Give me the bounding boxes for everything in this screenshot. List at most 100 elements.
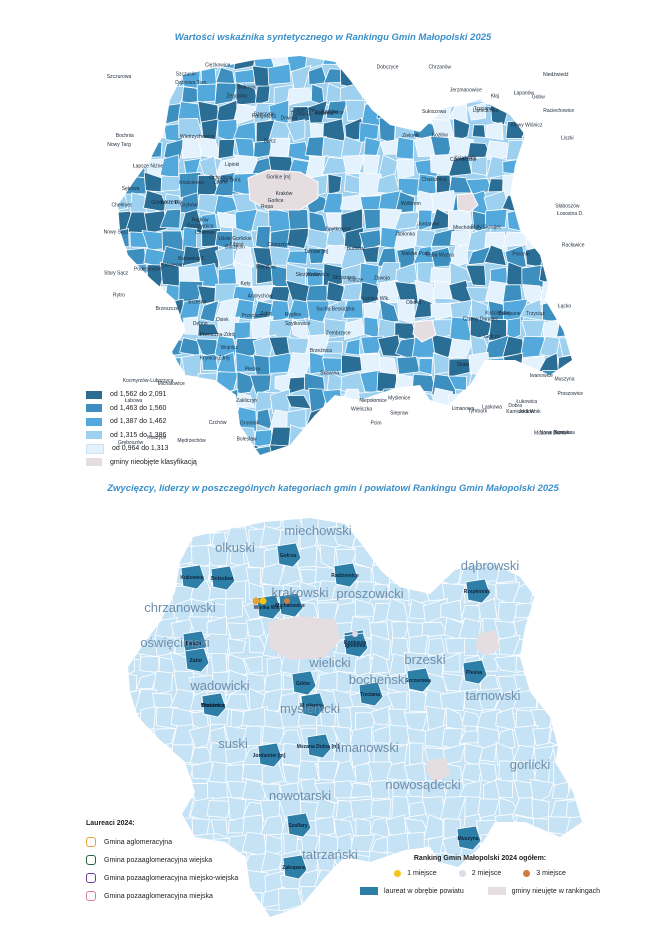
winner-label: Kukowice — [180, 575, 204, 581]
commune-area-2 — [493, 655, 521, 673]
krakow-label: Kraków — [276, 191, 293, 197]
commune-label: Charsznica — [421, 177, 446, 183]
powiat-label: tarnowski — [466, 688, 521, 703]
commune-area-2 — [190, 905, 209, 917]
commune-area-2 — [584, 814, 606, 836]
commune-label: Podegrodzie — [134, 266, 162, 272]
commune-area — [233, 321, 251, 341]
commune-area-2 — [315, 891, 339, 910]
commune-area-2 — [565, 779, 582, 801]
commune-area — [196, 136, 222, 161]
powiat-label: chrzanowski — [144, 600, 216, 615]
winner-area — [291, 670, 317, 696]
commune-area-2 — [547, 518, 574, 534]
commune-area-2 — [551, 579, 574, 606]
commune-label: Zawoja — [374, 276, 390, 282]
commune-label: Maków Podh. — [401, 251, 431, 257]
commune-area-2 — [566, 904, 582, 917]
legend-swatch — [86, 443, 104, 454]
commune-area-2 — [242, 869, 269, 895]
powiat-label: krakowski — [271, 585, 328, 600]
commune-area-2 — [243, 656, 263, 673]
legend-swatch — [86, 431, 102, 440]
legend-row: od 1,315 do 1,386 — [86, 429, 197, 443]
commune-area-2 — [138, 547, 156, 571]
powiat-label: nowotarski — [269, 788, 331, 803]
commune-label: Łapsze Niżne — [133, 164, 164, 170]
commune-area — [182, 245, 204, 267]
commune-area-2 — [300, 906, 320, 917]
commune-area-2 — [494, 778, 514, 798]
third-place-marker — [284, 598, 290, 604]
commune-label: Łukowica — [516, 399, 537, 405]
commune-label: Bolesław — [256, 264, 276, 270]
winner-label: Pleśna — [466, 670, 482, 676]
winner-label: Zakopane — [282, 865, 306, 871]
commune-area-2 — [313, 781, 338, 804]
commune-label: Radgoszcz — [252, 114, 277, 120]
winner-label: Wadowice — [201, 703, 225, 709]
winner-label: Babice — [186, 641, 203, 647]
commune-area-2 — [442, 907, 462, 917]
commune-area-2 — [533, 581, 555, 606]
commune-label: Michałowice — [158, 381, 185, 387]
commune-label: Mszana Dolna — [534, 430, 566, 436]
commune-area — [396, 158, 415, 180]
commune-area-2 — [210, 819, 228, 839]
commune-area — [448, 338, 474, 359]
legend-label: gminy nieobjęte klasyfikacją — [110, 458, 197, 466]
winner-area — [286, 812, 312, 838]
commune-area — [285, 119, 306, 142]
commune-area-2 — [547, 657, 572, 678]
commune-area-2 — [367, 761, 393, 787]
winner-label: Koniusza — [344, 640, 366, 646]
winner-area — [333, 562, 359, 588]
commune-area-2 — [443, 652, 461, 673]
commune-label: Miechów — [453, 225, 473, 231]
commune-label: Kamionka W. — [506, 409, 535, 415]
commune-label: Szczucin — [176, 72, 196, 78]
tarnow-excluded — [456, 192, 479, 213]
commune-label: Jordanów — [417, 222, 439, 228]
commune-label: Trzyciąż — [526, 311, 545, 317]
winner-area — [465, 578, 491, 604]
legend-label: od 1,387 do 1,462 — [110, 418, 167, 426]
commune-area-2 — [588, 798, 610, 818]
commune-label: Koszyce — [147, 435, 166, 441]
commune-area-2 — [550, 711, 572, 730]
commune-label: Dobczyce — [377, 64, 399, 70]
commune-area — [249, 374, 272, 395]
commune-area-2 — [368, 525, 394, 550]
commune-label: Kościelisko — [485, 310, 510, 316]
commune-area-2 — [565, 745, 582, 768]
winner-label: Wielka Wieś — [254, 605, 283, 611]
commune-area-2 — [587, 509, 603, 530]
commune-area-2 — [439, 690, 466, 712]
commune-area-2 — [391, 620, 410, 642]
commune-label: Ryglice — [285, 312, 302, 318]
commune-area-2 — [128, 562, 142, 585]
tarnow-excluded-2 — [476, 630, 500, 656]
commune-label: Limanowa — [452, 406, 475, 412]
commune-area — [178, 192, 200, 216]
winner-area — [306, 733, 332, 759]
commune-area-2 — [128, 908, 141, 917]
commune-label: Trzebinia — [290, 111, 311, 117]
excluded-label: gminy nieujęte w rankingach — [511, 887, 600, 895]
powiat-label: suski — [218, 736, 248, 751]
commune-area-2 — [571, 518, 582, 529]
commune-area-2 — [172, 910, 195, 917]
commune-label: Koniusza — [554, 430, 575, 436]
commune-label: Raba Wyżna — [426, 253, 455, 259]
commune-area-2 — [128, 527, 140, 552]
laureat-row: Gmina pozaaglomeracyjna wiejska — [86, 851, 238, 869]
powiat-label: wadowicki — [189, 678, 249, 693]
commune-area — [195, 338, 219, 360]
winner-label: Zator — [190, 658, 203, 664]
winner-area — [300, 692, 326, 718]
commune-label: Bochnia — [116, 133, 134, 139]
powiat-label: wielicki — [308, 655, 350, 670]
commune-area-2 — [351, 518, 375, 534]
legend-label: od 0,964 do 1,313 — [112, 445, 169, 453]
commune-area-2 — [566, 687, 582, 713]
